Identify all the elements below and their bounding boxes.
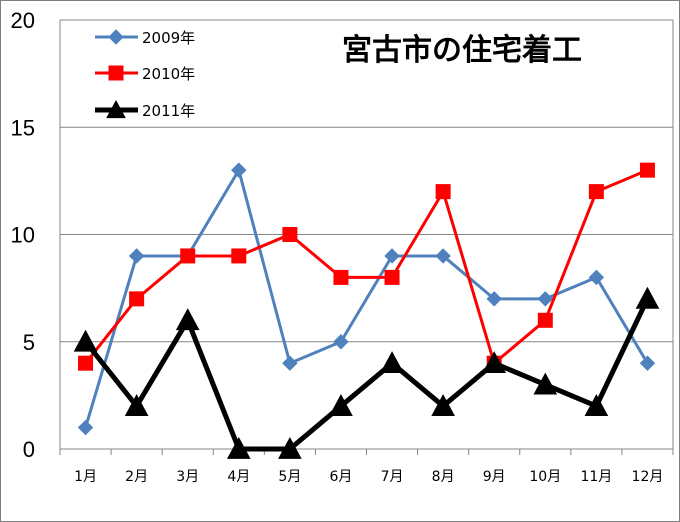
x-tick-label: 1月 [74,469,97,485]
x-tick-label: 2月 [125,469,148,485]
series-layer [73,162,660,459]
data-point [533,372,558,395]
legend-label: 2010年 [142,65,195,83]
legend-marker [108,29,124,45]
y-tick-label: 5 [23,330,35,355]
legend-label: 2011年 [142,102,195,120]
axes: 0 5 10 15 20 1月 2月 3月 4月 5月 6月 7月 8月 9月 10月 11月 12月 [11,8,674,485]
data-point [73,329,98,352]
x-tick-label: 10月 [529,469,561,485]
y-tick-label: 0 [23,437,35,462]
x-tick-label: 12月 [632,469,664,485]
legend: 2009年 2010年 2011年 [95,29,195,120]
data-point [78,355,94,371]
data-point [431,394,455,416]
series-line [84,168,649,365]
series-2011年 [73,286,660,459]
data-point [639,162,655,178]
data-point [435,184,451,200]
data-point [129,291,145,307]
data-point [180,248,196,264]
data-point [175,308,200,331]
data-point [333,269,349,285]
data-point [635,286,660,309]
data-point [486,291,502,307]
data-point [537,291,553,307]
data-point [282,355,298,371]
legend-entry: 2010年 [95,65,195,83]
x-tick-label: 8月 [432,469,455,485]
data-point [124,394,149,416]
legend-marker [108,65,124,81]
y-tick-label: 15 [11,115,35,140]
data-point [226,436,251,459]
data-point [128,248,145,264]
x-tick-label: 6月 [329,469,352,485]
data-point [77,419,94,436]
x-tick-label: 7月 [381,469,404,485]
legend-entry: 2011年 [95,99,195,120]
data-point [384,248,400,264]
data-point [639,355,656,371]
data-point [278,436,302,459]
x-tick-label: 5月 [278,469,301,485]
series-line [83,297,650,452]
data-point [537,312,553,328]
legend-entry: 2009年 [95,29,195,47]
data-point [380,351,404,374]
data-point [333,334,349,350]
y-tick-label: 20 [11,8,35,33]
data-point [282,227,298,242]
x-tick-label: 3月 [176,469,199,485]
data-point [384,269,400,285]
x-tick-label: 9月 [483,469,506,485]
data-point [435,248,451,264]
data-point [588,269,605,286]
data-point [329,394,353,416]
y-tick-label: 10 [11,223,35,248]
chart-title: 宮古市の住宅着工 [342,33,582,68]
data-point [231,248,247,264]
x-tick-label: 4月 [227,469,250,485]
data-point [231,162,247,178]
data-point [588,184,604,200]
legend-marker [106,99,126,119]
data-point [482,351,507,374]
legend-label: 2009年 [142,29,195,47]
x-tick-label: 11月 [580,469,612,485]
data-point [584,394,609,416]
